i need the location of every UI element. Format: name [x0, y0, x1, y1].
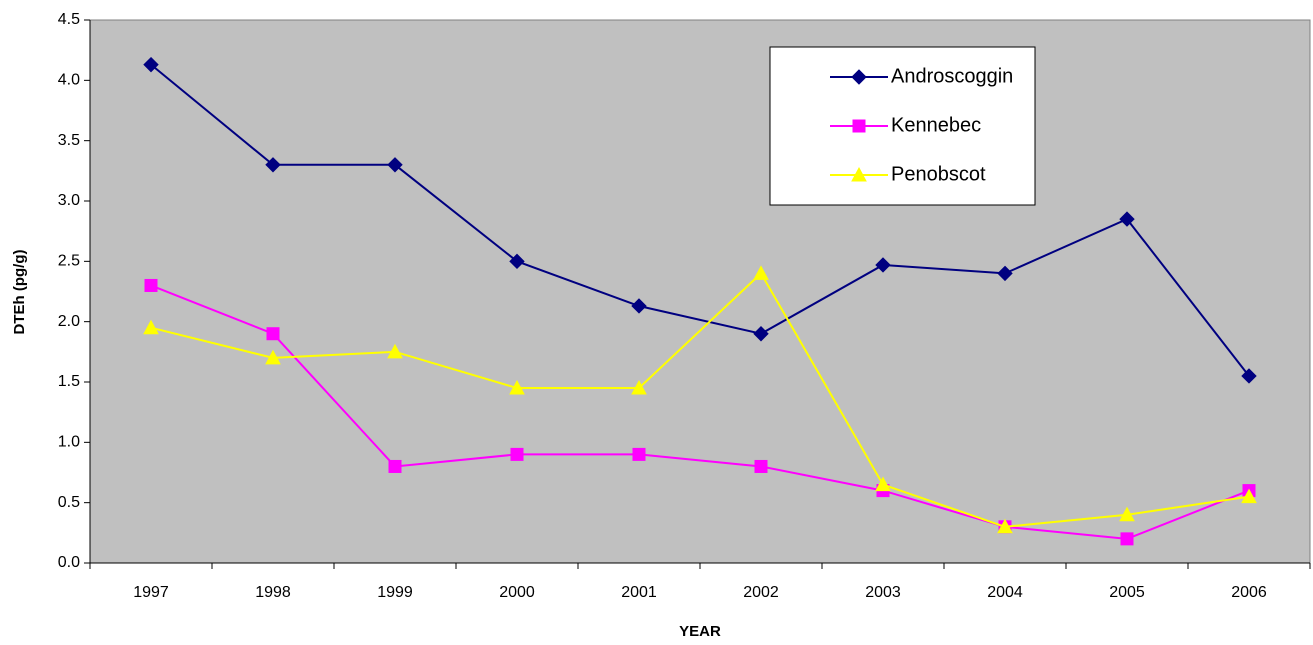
marker	[143, 56, 159, 73]
marker	[509, 253, 525, 270]
y-tick-label: 3.5	[58, 132, 80, 149]
marker	[997, 518, 1013, 534]
marker	[852, 119, 866, 133]
y-tick-label: 2.0	[58, 313, 80, 330]
x-tick-label: 1998	[255, 584, 291, 601]
x-tick-label: 2006	[1231, 584, 1267, 601]
marker	[754, 459, 768, 473]
series-line	[150, 63, 1250, 377]
marker	[265, 157, 281, 173]
marker	[875, 257, 891, 273]
marker	[509, 379, 525, 395]
y-axis-title: DTEh (pg/g)	[11, 250, 28, 335]
x-tick-label: 2002	[743, 584, 779, 601]
marker	[1119, 211, 1135, 227]
marker	[753, 265, 769, 280]
x-tick-label: 2005	[1109, 584, 1145, 601]
series-line	[150, 284, 1250, 540]
marker	[387, 157, 403, 173]
x-tick-label: 1999	[377, 584, 413, 601]
x-tick-label: 2000	[499, 584, 535, 601]
marker	[1241, 368, 1257, 384]
y-tick-label: 1.0	[58, 434, 80, 451]
marker	[753, 326, 769, 342]
y-tick-label: 1.5	[58, 373, 80, 390]
x-tick-label: 1997	[133, 584, 169, 601]
marker	[875, 476, 891, 492]
y-tick-label: 4.0	[58, 72, 80, 89]
x-axis-title: YEAR	[679, 623, 721, 640]
x-tick-label: 2004	[987, 584, 1023, 601]
y-tick-label: 0.0	[58, 554, 80, 571]
marker	[851, 69, 867, 85]
legend-label: Androscoggin	[891, 65, 1013, 87]
x-tick-label: 2003	[865, 584, 901, 601]
marker	[388, 459, 402, 473]
marker	[510, 447, 524, 461]
y-tick-label: 2.5	[58, 253, 80, 270]
marker	[266, 327, 280, 341]
marker	[632, 447, 646, 461]
marker	[387, 343, 403, 359]
y-tick-label: 4.5	[58, 11, 80, 28]
marker	[997, 265, 1013, 282]
x-tick-label: 2001	[621, 584, 657, 601]
legend-label: Penobscot	[891, 163, 986, 185]
marker	[144, 278, 158, 292]
marker	[143, 319, 159, 335]
marker	[265, 349, 281, 365]
marker	[631, 298, 647, 314]
marker	[1241, 488, 1257, 504]
y-tick-label: 0.5	[58, 494, 80, 511]
legend-label: Kennebec	[891, 114, 981, 136]
marker	[1120, 532, 1134, 546]
plot-area	[89, 19, 1311, 564]
series-line	[150, 271, 1250, 528]
marker	[631, 379, 647, 395]
marker	[1119, 506, 1135, 522]
y-tick-label: 3.0	[58, 192, 80, 209]
legend	[769, 46, 1036, 206]
marker	[851, 166, 867, 182]
